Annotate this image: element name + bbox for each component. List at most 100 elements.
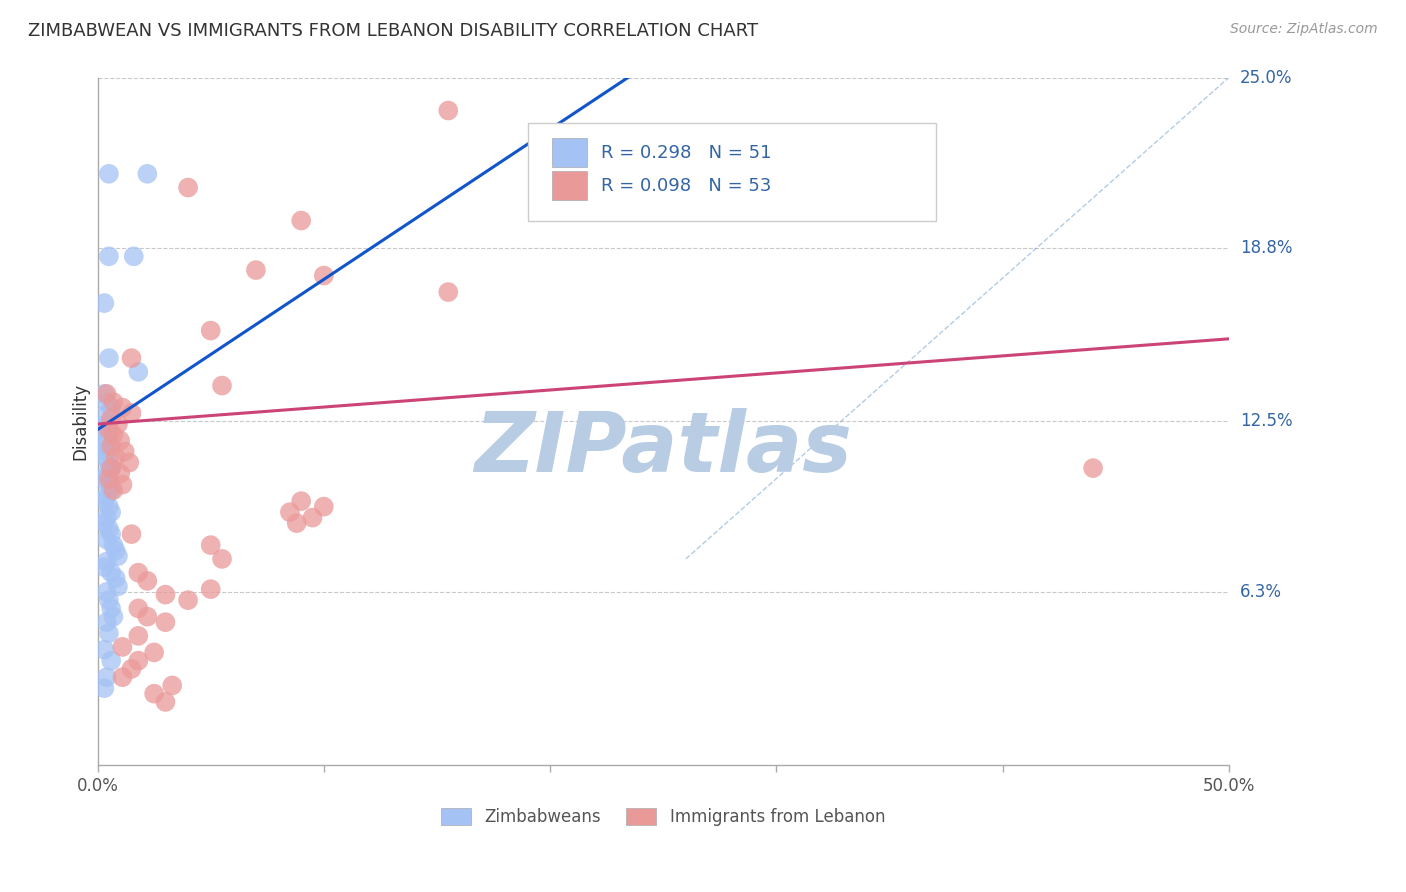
Text: 6.3%: 6.3% (1240, 582, 1282, 601)
Point (100, 527, 122, 541)
Point (136, 609, 159, 624)
Point (155, 588, 177, 602)
Point (96, 395, 118, 409)
Point (143, 645, 166, 659)
Point (143, 687, 166, 701)
Point (93, 439, 115, 453)
Point (93, 560, 115, 574)
Point (155, 695, 177, 709)
Point (437, 103, 460, 118)
Point (108, 434, 131, 448)
Point (104, 571, 127, 585)
Point (100, 461, 122, 475)
Point (97, 593, 120, 607)
Point (93, 409, 115, 423)
Point (93, 494, 115, 508)
Point (100, 461, 122, 475)
Point (1081, 461, 1104, 475)
Point (96, 387, 118, 401)
Point (103, 428, 125, 442)
Text: ZIMBABWEAN VS IMMIGRANTS FROM LEBANON DISABILITY CORRELATION CHART: ZIMBABWEAN VS IMMIGRANTS FROM LEBANON DI… (28, 22, 758, 40)
Text: 25.0%: 25.0% (1240, 69, 1292, 87)
Point (103, 609, 125, 624)
Point (111, 640, 134, 654)
Point (245, 263, 267, 277)
Point (107, 549, 129, 563)
Text: 18.8%: 18.8% (1240, 239, 1292, 257)
Text: Source: ZipAtlas.com: Source: ZipAtlas.com (1230, 22, 1378, 37)
Point (93, 423, 115, 437)
Point (100, 566, 122, 580)
Point (97, 167, 120, 181)
Point (100, 411, 122, 425)
Point (285, 516, 308, 530)
Point (111, 670, 134, 684)
Point (200, 324, 222, 338)
Point (290, 494, 312, 508)
Point (93, 516, 115, 530)
Point (121, 527, 143, 541)
Point (96, 533, 118, 547)
Point (122, 249, 145, 263)
Point (93, 642, 115, 657)
Point (100, 439, 122, 453)
Point (100, 505, 122, 519)
Point (111, 401, 134, 415)
Point (100, 401, 122, 415)
Point (290, 213, 312, 227)
Point (93, 472, 115, 486)
Point (118, 456, 141, 470)
Point (100, 483, 122, 497)
Point (278, 505, 301, 519)
Point (103, 538, 125, 552)
Point (97, 500, 120, 514)
Point (97, 522, 120, 536)
Point (200, 538, 222, 552)
Point (97, 423, 120, 437)
Point (103, 483, 125, 497)
Point (136, 574, 159, 588)
Point (127, 566, 149, 580)
Point (136, 167, 159, 181)
Point (107, 579, 129, 593)
Point (177, 593, 200, 607)
Text: R = 0.298   N = 51: R = 0.298 N = 51 (602, 144, 772, 161)
Point (96, 510, 118, 524)
Point (108, 467, 131, 481)
Point (97, 351, 120, 365)
Point (111, 477, 134, 491)
Point (93, 296, 115, 310)
Point (97, 456, 120, 470)
Point (96, 670, 118, 684)
Point (312, 268, 335, 283)
Point (121, 351, 143, 365)
Point (96, 555, 118, 569)
Point (93, 681, 115, 695)
Point (97, 477, 120, 491)
Point (162, 678, 184, 692)
Point (96, 417, 118, 431)
Point (96, 434, 118, 448)
Point (211, 552, 233, 566)
Point (127, 365, 149, 379)
Point (96, 489, 118, 503)
Point (100, 601, 122, 615)
Point (103, 395, 125, 409)
Point (177, 180, 200, 194)
Text: 12.5%: 12.5% (1240, 412, 1292, 430)
Point (93, 387, 115, 401)
Point (114, 444, 136, 458)
Point (127, 654, 149, 668)
Point (107, 417, 129, 431)
Point (127, 601, 149, 615)
Point (97, 249, 120, 263)
Point (121, 406, 143, 420)
Point (127, 629, 149, 643)
Point (97, 428, 120, 442)
Legend: Zimbabweans, Immigrants from Lebanon: Zimbabweans, Immigrants from Lebanon (434, 801, 891, 832)
Point (200, 582, 222, 596)
Point (155, 615, 177, 629)
Point (96, 444, 118, 458)
Point (211, 378, 233, 392)
Y-axis label: Disability: Disability (72, 383, 89, 460)
